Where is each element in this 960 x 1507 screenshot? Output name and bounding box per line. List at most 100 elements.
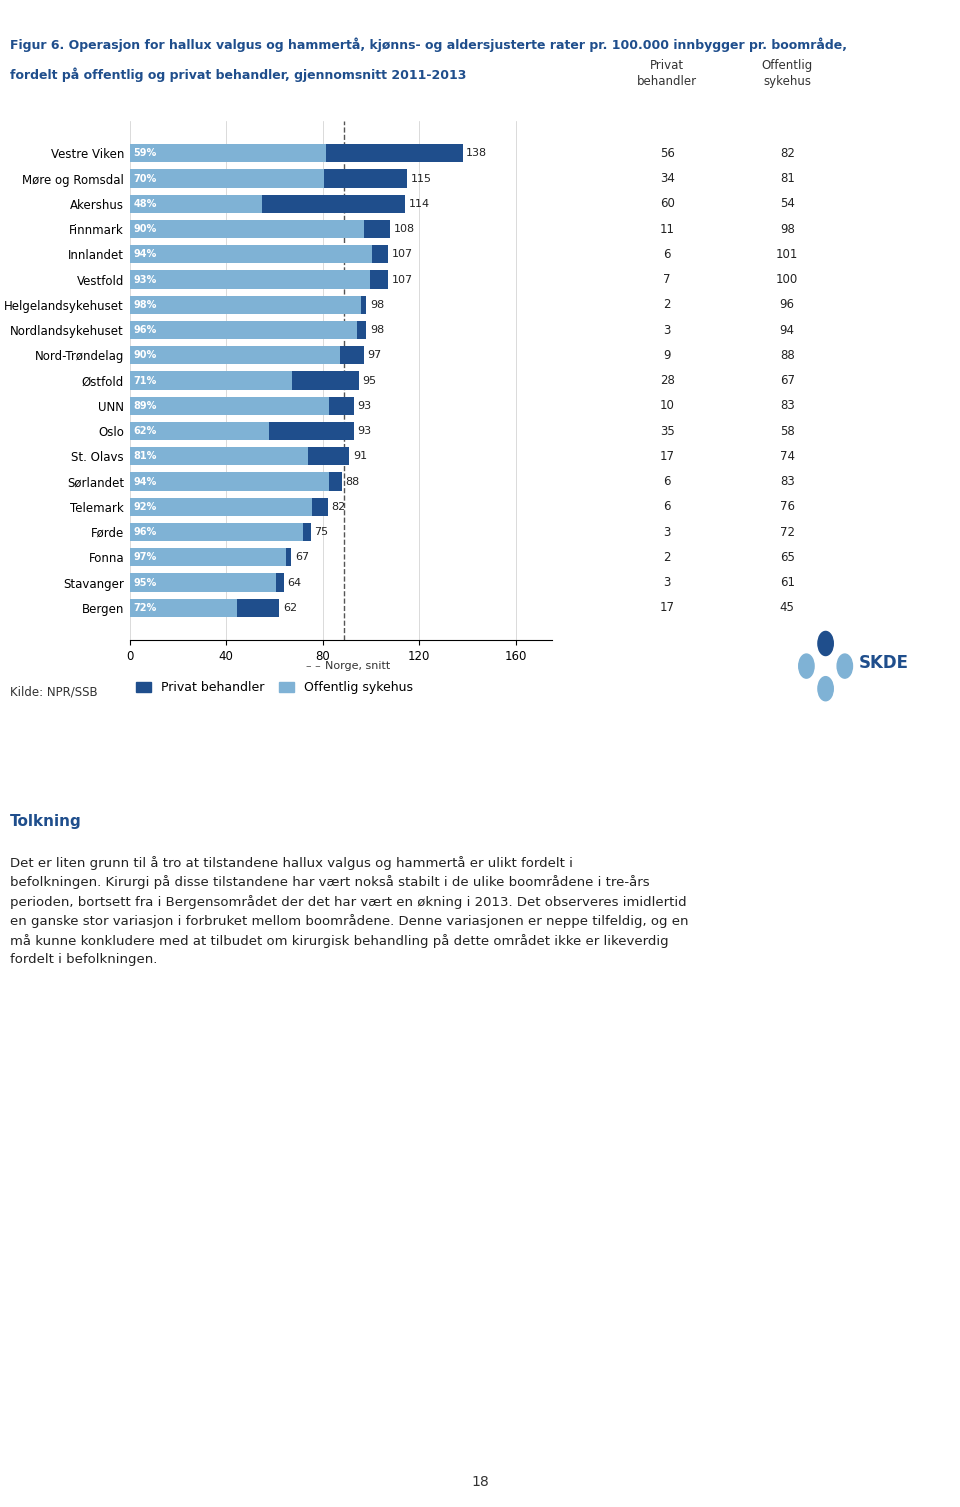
Text: 90%: 90% [133, 350, 156, 360]
Text: 100: 100 [776, 273, 799, 286]
Text: Norge, snitt: Norge, snitt [325, 660, 391, 671]
Text: 97%: 97% [133, 552, 156, 562]
Text: 76: 76 [780, 500, 795, 514]
Bar [326, 145, 463, 163]
Text: 114: 114 [408, 199, 429, 209]
Text: 58: 58 [780, 425, 795, 437]
Text: 3: 3 [663, 324, 671, 336]
Text: 95: 95 [363, 375, 376, 386]
Text: 94%: 94% [133, 476, 156, 487]
Text: 65: 65 [780, 550, 795, 564]
Text: 83: 83 [780, 475, 795, 488]
Bar [286, 549, 291, 567]
Text: 72%: 72% [133, 603, 156, 613]
Bar [130, 145, 326, 163]
Text: 92%: 92% [133, 502, 156, 512]
Text: 96%: 96% [133, 527, 156, 536]
Bar [130, 523, 303, 541]
Text: 81: 81 [780, 172, 795, 185]
Text: 98: 98 [780, 223, 795, 235]
Text: 115: 115 [411, 173, 432, 184]
Text: – –: – – [306, 660, 321, 671]
Text: 9: 9 [663, 348, 671, 362]
Text: 94: 94 [780, 324, 795, 336]
Text: 98: 98 [370, 300, 384, 310]
Text: 107: 107 [392, 274, 413, 285]
Bar [361, 295, 366, 313]
Bar [130, 422, 269, 440]
Bar [130, 396, 329, 414]
Text: 98%: 98% [133, 300, 156, 310]
Text: 64: 64 [288, 577, 301, 588]
Text: 71%: 71% [133, 375, 156, 386]
Text: 6: 6 [663, 500, 671, 514]
Bar [130, 448, 307, 466]
Bar [237, 598, 279, 616]
Bar [130, 497, 312, 515]
Text: 67: 67 [780, 374, 795, 387]
Bar [324, 169, 407, 187]
Text: 98: 98 [370, 326, 384, 335]
Text: 90%: 90% [133, 225, 156, 234]
Text: 70%: 70% [133, 173, 156, 184]
Text: 75: 75 [314, 527, 328, 536]
Bar [130, 574, 276, 592]
Text: 11: 11 [660, 223, 675, 235]
Bar [357, 321, 366, 339]
Text: 89%: 89% [133, 401, 156, 411]
Text: 45: 45 [780, 601, 795, 615]
Text: 82: 82 [331, 502, 346, 512]
Text: 82: 82 [780, 146, 795, 160]
Bar [303, 523, 311, 541]
Text: 59%: 59% [133, 148, 156, 158]
Bar [130, 371, 293, 390]
Bar [372, 246, 388, 264]
Text: 88: 88 [780, 348, 795, 362]
Text: 61: 61 [780, 576, 795, 589]
Text: 83: 83 [780, 399, 795, 413]
Bar [130, 246, 372, 264]
Text: 48%: 48% [133, 199, 156, 209]
Bar [307, 448, 349, 466]
Bar [329, 396, 354, 414]
Text: Tolkning: Tolkning [10, 814, 82, 829]
Text: 2: 2 [663, 298, 671, 312]
Bar [370, 270, 388, 289]
Text: 17: 17 [660, 449, 675, 463]
Text: 56: 56 [660, 146, 675, 160]
Text: 67: 67 [295, 552, 309, 562]
Text: 62%: 62% [133, 426, 156, 436]
Text: 95%: 95% [133, 577, 156, 588]
Text: Det er liten grunn til å tro at tilstandene hallux valgus og hammertå er ulikt f: Det er liten grunn til å tro at tilstand… [10, 856, 688, 966]
Bar [130, 295, 361, 313]
Bar [293, 371, 359, 390]
Text: 81%: 81% [133, 451, 156, 461]
Text: 6: 6 [663, 475, 671, 488]
Bar [364, 220, 391, 238]
Text: 138: 138 [467, 148, 488, 158]
Text: 101: 101 [776, 247, 799, 261]
Text: 91: 91 [353, 451, 367, 461]
Text: 54: 54 [780, 197, 795, 211]
Text: 6: 6 [663, 247, 671, 261]
Text: 35: 35 [660, 425, 675, 437]
Text: 7: 7 [663, 273, 671, 286]
Bar [276, 574, 284, 592]
Bar [130, 549, 286, 567]
Text: 60: 60 [660, 197, 675, 211]
Text: 96: 96 [780, 298, 795, 312]
Bar [130, 194, 262, 212]
Text: 96%: 96% [133, 326, 156, 335]
Text: 3: 3 [663, 576, 671, 589]
Bar [262, 194, 405, 212]
Text: Kilde: NPR/SSB: Kilde: NPR/SSB [10, 686, 97, 699]
Bar [312, 497, 327, 515]
Bar [340, 347, 364, 365]
Text: 62: 62 [283, 603, 297, 613]
Bar [130, 321, 357, 339]
Text: 28: 28 [660, 374, 675, 387]
Bar [130, 347, 340, 365]
Text: 34: 34 [660, 172, 675, 185]
Text: 94%: 94% [133, 249, 156, 259]
Text: SKDE: SKDE [859, 654, 909, 672]
